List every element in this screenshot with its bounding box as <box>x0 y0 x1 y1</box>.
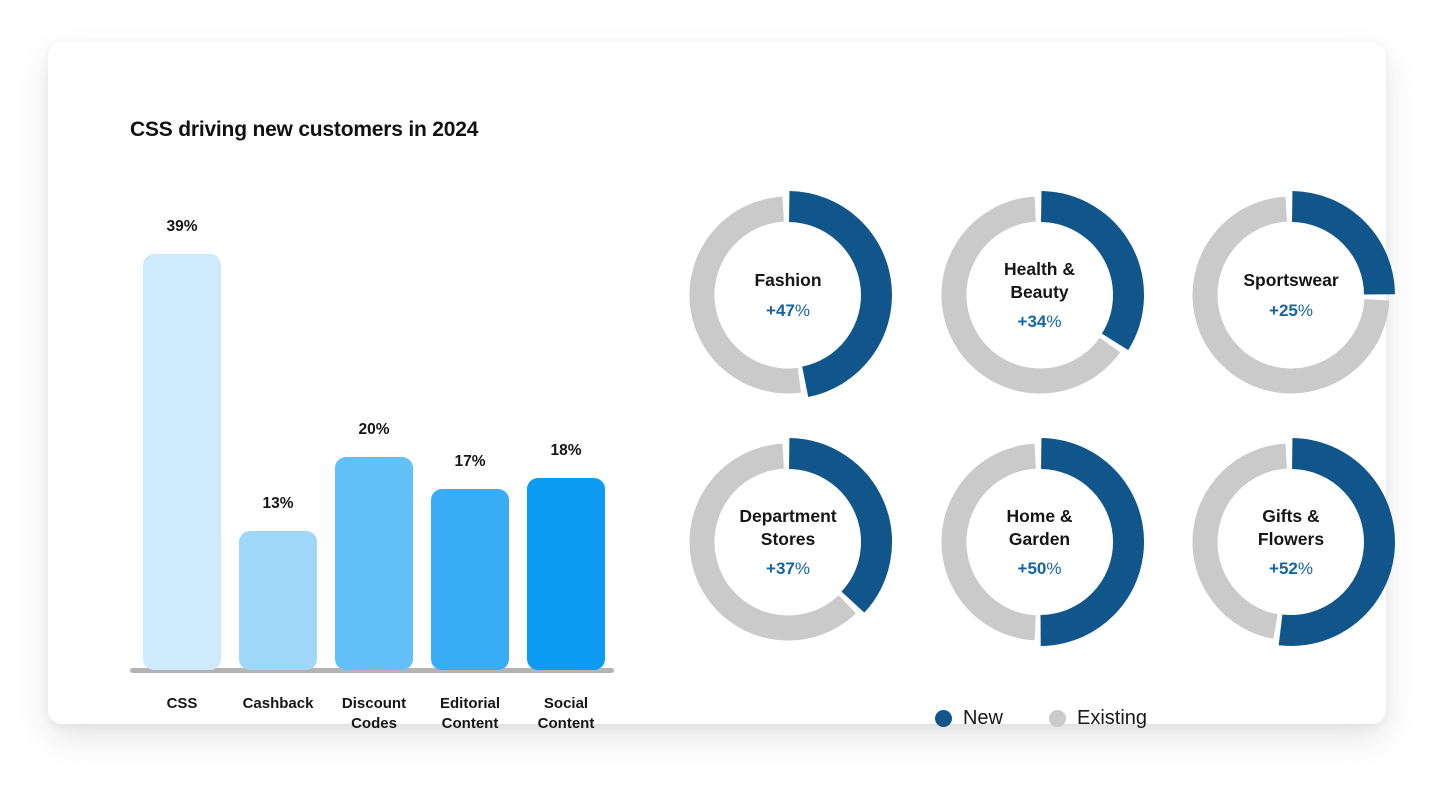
bar-value-label: 17% <box>454 453 486 470</box>
donut-fashion: Fashion +47% <box>683 190 893 400</box>
donut-label: Fashion <box>754 270 822 291</box>
donut-new-arc <box>788 438 892 613</box>
bar-chart: 39% CSS 13% Cashback 20% Discount Codes 17% Edi… <box>48 42 648 766</box>
donut-ring <box>1192 438 1395 646</box>
donut-new-arc <box>788 191 892 398</box>
bar-category-label: Cashback <box>242 695 314 712</box>
donut-center-text: Home & Garden +50% <box>970 472 1110 612</box>
donut-growth-value: +34% <box>1017 312 1062 332</box>
donut-center-text: Fashion +47% <box>718 225 858 365</box>
donut-new-arc <box>1278 438 1395 646</box>
donut-existing-arc <box>689 196 802 394</box>
legend-label: Existing <box>1076 706 1148 729</box>
donut-ring <box>1192 191 1395 394</box>
donut-home-garden: Home & Garden +50% <box>935 437 1145 647</box>
donut-center-text: Health & Beauty +34% <box>970 225 1110 365</box>
donut-ring <box>689 191 892 398</box>
donut-growth-value: +25% <box>1269 300 1313 320</box>
donut-center-text: Department Stores +37% <box>718 472 858 612</box>
donut-existing-arc <box>941 196 1120 394</box>
bar-category-label: Editorial Content <box>439 695 500 732</box>
legend-item-new: New <box>934 706 1003 730</box>
bar-chart-baseline <box>130 668 614 673</box>
chart-title: CSS driving new customers in 2024 <box>130 118 479 141</box>
bar-editorial-content <box>431 489 509 670</box>
bar-social-content <box>527 478 605 670</box>
donut-ring <box>940 438 1144 646</box>
bar-category-label: Social Content <box>537 695 595 732</box>
bar-value-label: 39% <box>166 218 198 235</box>
donut-existing-arc <box>689 443 856 641</box>
donut-ring <box>941 191 1144 394</box>
bar-category-label: Discount Codes <box>341 695 407 732</box>
donut-center-text: Sportswear +25% <box>1221 225 1361 365</box>
donut-label: Home & Garden <box>1006 505 1073 549</box>
bar-value-label: 18% <box>550 442 582 459</box>
donut-growth-value: +37% <box>766 559 810 579</box>
donut-growth-value: +52% <box>1269 559 1313 579</box>
donut-label: Gifts & Flowers <box>1257 505 1325 549</box>
donut-growth-value: +50% <box>1017 559 1062 579</box>
donut-ring <box>689 438 892 641</box>
legend-item-existing: Existing <box>1048 706 1148 730</box>
donut-growth-value: +47% <box>766 300 810 320</box>
donut-existing-arc <box>940 443 1036 641</box>
donut-department-stores: Department Stores +37% <box>683 437 893 647</box>
chart-card: CSS driving new customers in 2024 39% CSS… <box>48 42 1395 732</box>
bar-css <box>143 254 221 670</box>
bar-value-label: 20% <box>358 421 390 438</box>
donut-sportswear: Sportswear +25% <box>1186 190 1396 400</box>
donut-label: Sportswear <box>1243 270 1339 291</box>
donut-gifts-flowers: Gifts & Flowers +52% <box>1186 437 1396 647</box>
legend-dot-icon <box>934 709 952 727</box>
donut-label: Health & Beauty <box>1004 258 1075 302</box>
donut-new-arc <box>1040 191 1144 351</box>
donut-existing-arc <box>1192 196 1390 394</box>
donut-new-arc <box>1291 191 1395 296</box>
bar-discount-codes <box>335 457 413 670</box>
donut-health-beauty: Health & Beauty +34% <box>935 190 1145 400</box>
bar-category-label: CSS <box>166 695 198 712</box>
bar-value-label: 13% <box>262 495 294 512</box>
donut-center-text: Gifts & Flowers +52% <box>1221 472 1361 612</box>
donut-new-arc <box>1039 438 1144 646</box>
legend-label: New <box>962 706 1003 729</box>
legend-dot-icon <box>1048 709 1066 727</box>
donut-existing-arc <box>1192 443 1288 639</box>
donut-label: Department Stores <box>739 505 837 549</box>
donut-legend: New Existing <box>683 702 1399 734</box>
bar-cashback <box>239 531 317 670</box>
